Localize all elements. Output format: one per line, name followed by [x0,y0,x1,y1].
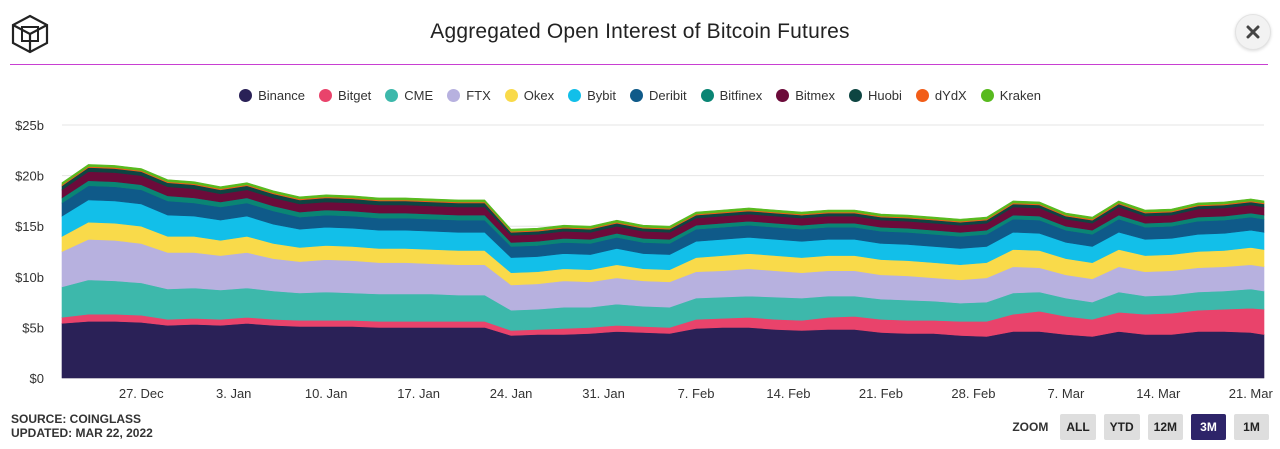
legend-item-ftx[interactable]: FTX [447,88,491,103]
x-tick-label: 31. Jan [582,386,625,401]
y-tick-label: $10b [15,270,44,285]
legend-label: CME [404,88,434,103]
x-tick-label: 14. Mar [1136,386,1181,401]
cube-logo-icon [11,14,49,54]
legend-item-dydx[interactable]: dYdX [915,88,967,103]
source-text: SOURCE: COINGLASS [11,412,142,426]
page-title: Aggregated Open Interest of Bitcoin Futu… [430,20,850,43]
legend-item-cme[interactable]: CME [385,88,433,103]
y-tick-label: $25b [15,118,44,133]
zoom-ytd-button[interactable]: YTD [1103,414,1140,440]
legend-swatch [447,89,461,102]
x-tick-label: 17. Jan [397,386,440,401]
legend-swatch [630,89,643,102]
legend-label: Okex [523,88,555,103]
legend-swatch [848,89,862,102]
area-series-kraken [61,164,1265,232]
y-tick-label: $0 [30,371,44,386]
y-tick-label: $20b [15,169,44,184]
y-tick-label: $15b [15,219,44,234]
legend-label: Bitfinex [719,88,763,103]
legend-item-huobi[interactable]: Huobi [848,88,902,103]
legend-label: Kraken [999,88,1041,103]
legend-label: Deribit [649,88,687,103]
chart-legend: Binance Bitget CME FTX Okex Bybit Deribit Bitfi… [0,88,1280,103]
legend-swatch [700,89,714,102]
legend-item-bitmex[interactable]: Bitmex [776,88,835,103]
legend-label: Bitmex [795,88,835,103]
title-divider [10,64,1268,65]
legend-label: dYdX [934,88,967,103]
legend-item-bitfinex[interactable]: Bitfinex [700,88,763,103]
x-tick-label: 10. Jan [305,386,348,401]
legend-swatch [385,89,399,102]
legend-item-kraken[interactable]: Kraken [980,88,1041,103]
legend-swatch [319,89,333,102]
legend-label: Huobi [867,88,902,103]
legend-swatch [915,89,929,102]
x-tick-label: 28. Feb [951,386,995,401]
close-button[interactable] [1235,14,1271,50]
legend-swatch [504,89,518,102]
legend-label: Bybit [587,88,616,103]
zoom-12m-button[interactable]: 12M [1147,414,1183,440]
legend-item-okex[interactable]: Okex [504,88,555,103]
zoom-controls: ZOOM ALL YTD 12M 3M 1M [1012,414,1269,440]
legend-label: Bitget [338,88,372,103]
zoom-all-button[interactable]: ALL [1060,414,1096,440]
zoom-label: ZOOM [1012,420,1049,434]
y-tick-label: $5b [22,320,44,335]
zoom-1m-button[interactable]: 1M [1234,414,1269,440]
x-tick-label: 7. Feb [678,386,715,401]
legend-swatch [776,89,790,102]
x-tick-label: 7. Mar [1047,386,1085,401]
x-tick-label: 27. Dec [119,386,164,401]
x-tick-label: 21. Feb [859,386,903,401]
legend-item-deribit[interactable]: Deribit [630,88,687,103]
x-tick-label: 21. Mar [1229,386,1274,401]
legend-item-bitget[interactable]: Bitget [319,88,371,103]
x-tick-label: 3. Jan [216,386,251,401]
zoom-3m-button[interactable]: 3M [1191,414,1226,440]
legend-label: FTX [466,88,491,103]
x-tick-label: 14. Feb [766,386,810,401]
x-tick-label: 24. Jan [490,386,533,401]
source-note: SOURCE: COINGLASS UPDATED: MAR 22, 2022 [11,412,153,440]
legend-swatch [568,89,582,102]
legend-swatch [980,89,994,102]
legend-item-binance[interactable]: Binance [239,88,305,103]
updated-text: UPDATED: MAR 22, 2022 [11,426,153,440]
legend-swatch [239,89,253,102]
legend-label: Binance [258,88,306,103]
legend-item-bybit[interactable]: Bybit [568,88,616,103]
close-icon [1246,25,1260,39]
